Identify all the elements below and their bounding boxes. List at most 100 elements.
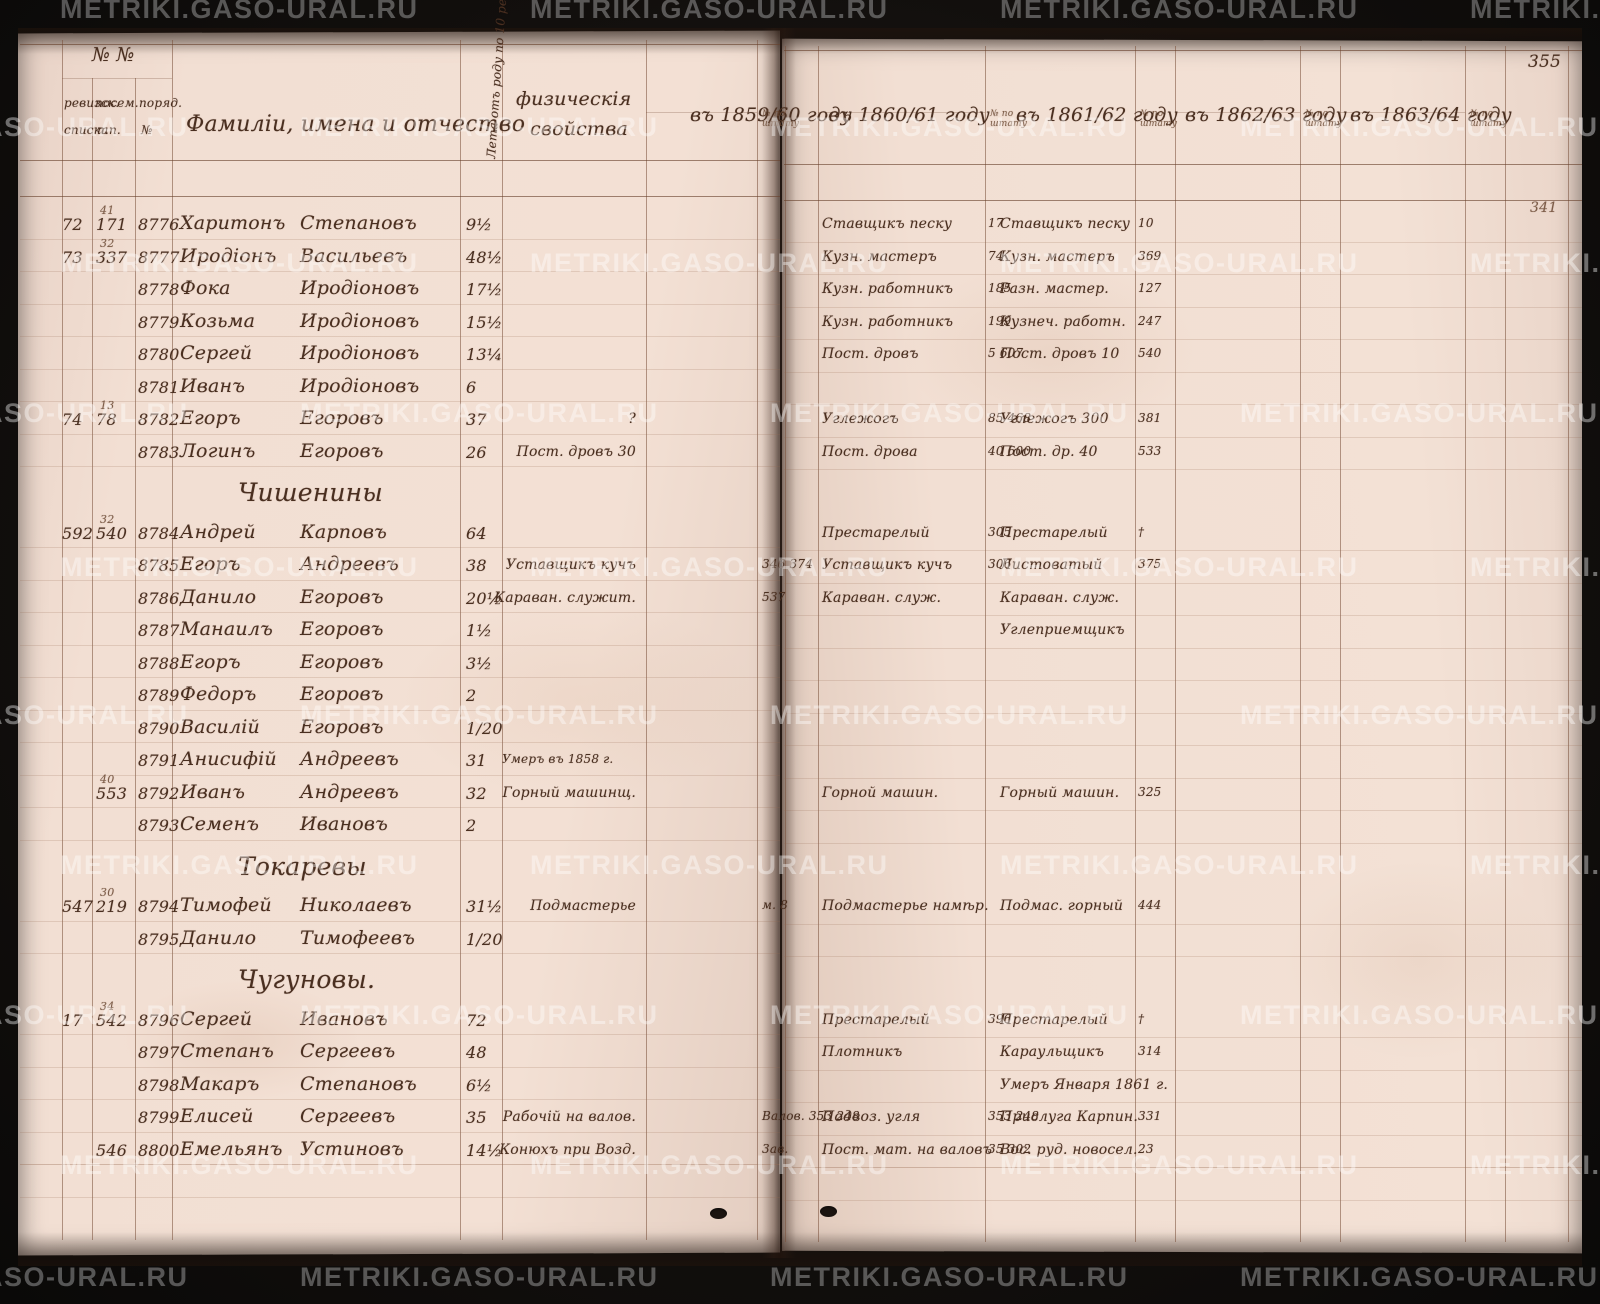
column-rule	[1505, 46, 1506, 1242]
row-num-1861: 381	[1138, 411, 1162, 425]
row-prop-1861: Разн. мастер.	[1000, 281, 1109, 297]
row-number: 8788	[138, 653, 180, 673]
row-given-name: Иродiонъ	[180, 244, 277, 267]
row-num-1861: 10	[1138, 216, 1154, 230]
row-number: 8791	[138, 751, 180, 770]
row-posem-sup: 30	[100, 886, 115, 899]
row-prop-1860: Уставщикъ кучъ	[822, 557, 953, 573]
row-num-1861: †	[1138, 1011, 1145, 1026]
row-prop-1861: Кузнеч. работн.	[1000, 313, 1126, 330]
column-rule	[502, 40, 503, 1240]
row-rule	[784, 436, 1582, 438]
column-rule	[1175, 46, 1176, 1242]
column-rule	[62, 40, 63, 1240]
row-given-name: Козьма	[180, 309, 256, 332]
row-rule	[784, 923, 1582, 925]
row-prop-1860: Караван. служ.	[822, 589, 942, 606]
header-rule	[20, 160, 780, 161]
row-rule	[784, 1102, 1582, 1103]
column-rule	[1340, 46, 1341, 1242]
row-rule	[20, 709, 780, 711]
row-number: 8790	[138, 718, 180, 738]
header-poryad-label: поряд.	[139, 96, 183, 110]
row-rule	[20, 920, 780, 922]
row-posem: 219	[96, 897, 128, 916]
row-age: 20½	[466, 588, 503, 608]
row-num-1860: 40 600	[988, 443, 1032, 458]
row-given-name: Иванъ	[180, 780, 246, 803]
row-age: 35	[466, 1108, 487, 1127]
row-patronymic: Тимофеевъ	[300, 926, 415, 949]
row-given-name: Егоръ	[180, 407, 241, 429]
row-rule	[20, 1196, 780, 1198]
row-rule	[20, 1131, 780, 1133]
row-patronymic: Иродiоновъ	[300, 277, 420, 299]
row-given-name: Данило	[180, 926, 257, 949]
header-rule	[1175, 112, 1300, 113]
row-rule	[20, 1099, 780, 1100]
row-posem: 542	[96, 1010, 128, 1030]
row-rule	[20, 579, 780, 581]
row-given-name: Иванъ	[180, 374, 246, 397]
row-posem: 337	[96, 247, 128, 267]
row-age: 38	[466, 556, 487, 575]
row-given-name: Фока	[180, 277, 231, 299]
row-rule	[784, 469, 1582, 470]
row-number: 8787	[138, 621, 180, 640]
row-num-1859: Валов. 353 248	[762, 1109, 860, 1123]
row-rule	[20, 547, 780, 548]
row-posem-sup: 41	[100, 204, 115, 217]
row-rule	[784, 615, 1582, 616]
row-num-1860: 35 302	[988, 1141, 1032, 1156]
row-prop-1860: Ставщикъ песку	[822, 216, 953, 232]
row-rule	[784, 371, 1582, 373]
row-revision: 74	[62, 410, 83, 429]
row-rule	[784, 306, 1582, 308]
row-num-1861: †	[1138, 524, 1145, 539]
row-patronymic: Егоровъ	[300, 407, 384, 429]
row-num-1861: 23	[1138, 1141, 1154, 1156]
row-age: 31	[466, 751, 487, 770]
row-rule	[20, 238, 780, 240]
row-prop-1859: ?	[628, 411, 636, 427]
row-given-name: Логинъ	[180, 439, 256, 462]
row-patronymic: Ивановъ	[300, 1007, 389, 1030]
row-prop-1861: Пост. др. 40	[1000, 443, 1098, 460]
row-rule	[20, 953, 780, 954]
row-num-1861: 331	[1138, 1109, 1162, 1123]
row-prop-1861: Кузн. мастеръ	[1000, 248, 1115, 265]
row-given-name: Емельянъ	[180, 1137, 283, 1160]
row-patronymic: Егоровъ	[300, 650, 384, 673]
row-number: 8779	[138, 312, 180, 332]
row-rule	[784, 404, 1582, 405]
row-given-name: Василiй	[180, 715, 260, 738]
row-rule	[20, 466, 780, 467]
row-rule	[20, 774, 780, 776]
row-prop-1861: Караван. служ.	[1000, 589, 1120, 606]
row-patronymic: Степановъ	[300, 212, 417, 234]
row-patronymic: Устиновъ	[300, 1137, 404, 1160]
header-staff-no-4: № по штату	[1305, 109, 1343, 129]
row-patronymic: Андреевъ	[300, 553, 399, 575]
punch-hole	[710, 1208, 727, 1219]
row-posem-sup: 32	[100, 512, 115, 526]
row-prop-1860: Горной машин.	[822, 784, 939, 801]
row-age: 13¼	[466, 345, 503, 364]
row-patronymic: Степановъ	[300, 1072, 417, 1095]
row-age: 17½	[466, 280, 503, 299]
row-rule	[784, 810, 1582, 811]
row-number: 8782	[138, 410, 180, 429]
row-rule	[784, 1167, 1582, 1168]
row-patronymic: Иродiоновъ	[300, 309, 420, 332]
row-age: 32	[466, 783, 487, 803]
row-revision: 592	[62, 523, 94, 543]
row-age: 6	[466, 377, 477, 397]
row-number: 8785	[138, 556, 180, 575]
row-prop-1859: Уставщикъ кучъ	[505, 557, 636, 573]
row-number: 8793	[138, 816, 180, 835]
row-patronymic: Андреевъ	[300, 780, 399, 803]
page-number-right: 355	[1528, 52, 1562, 72]
row-revision: 73	[62, 247, 83, 267]
column-rule	[460, 40, 461, 1240]
row-given-name: Тимофей	[180, 894, 272, 916]
